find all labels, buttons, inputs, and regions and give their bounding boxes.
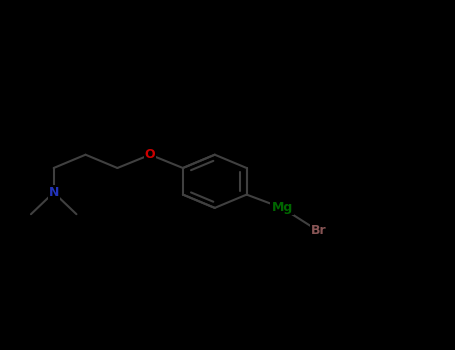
Text: Mg: Mg <box>272 201 293 215</box>
Text: N: N <box>49 186 59 199</box>
Text: Br: Br <box>311 224 326 238</box>
Text: O: O <box>145 148 156 161</box>
